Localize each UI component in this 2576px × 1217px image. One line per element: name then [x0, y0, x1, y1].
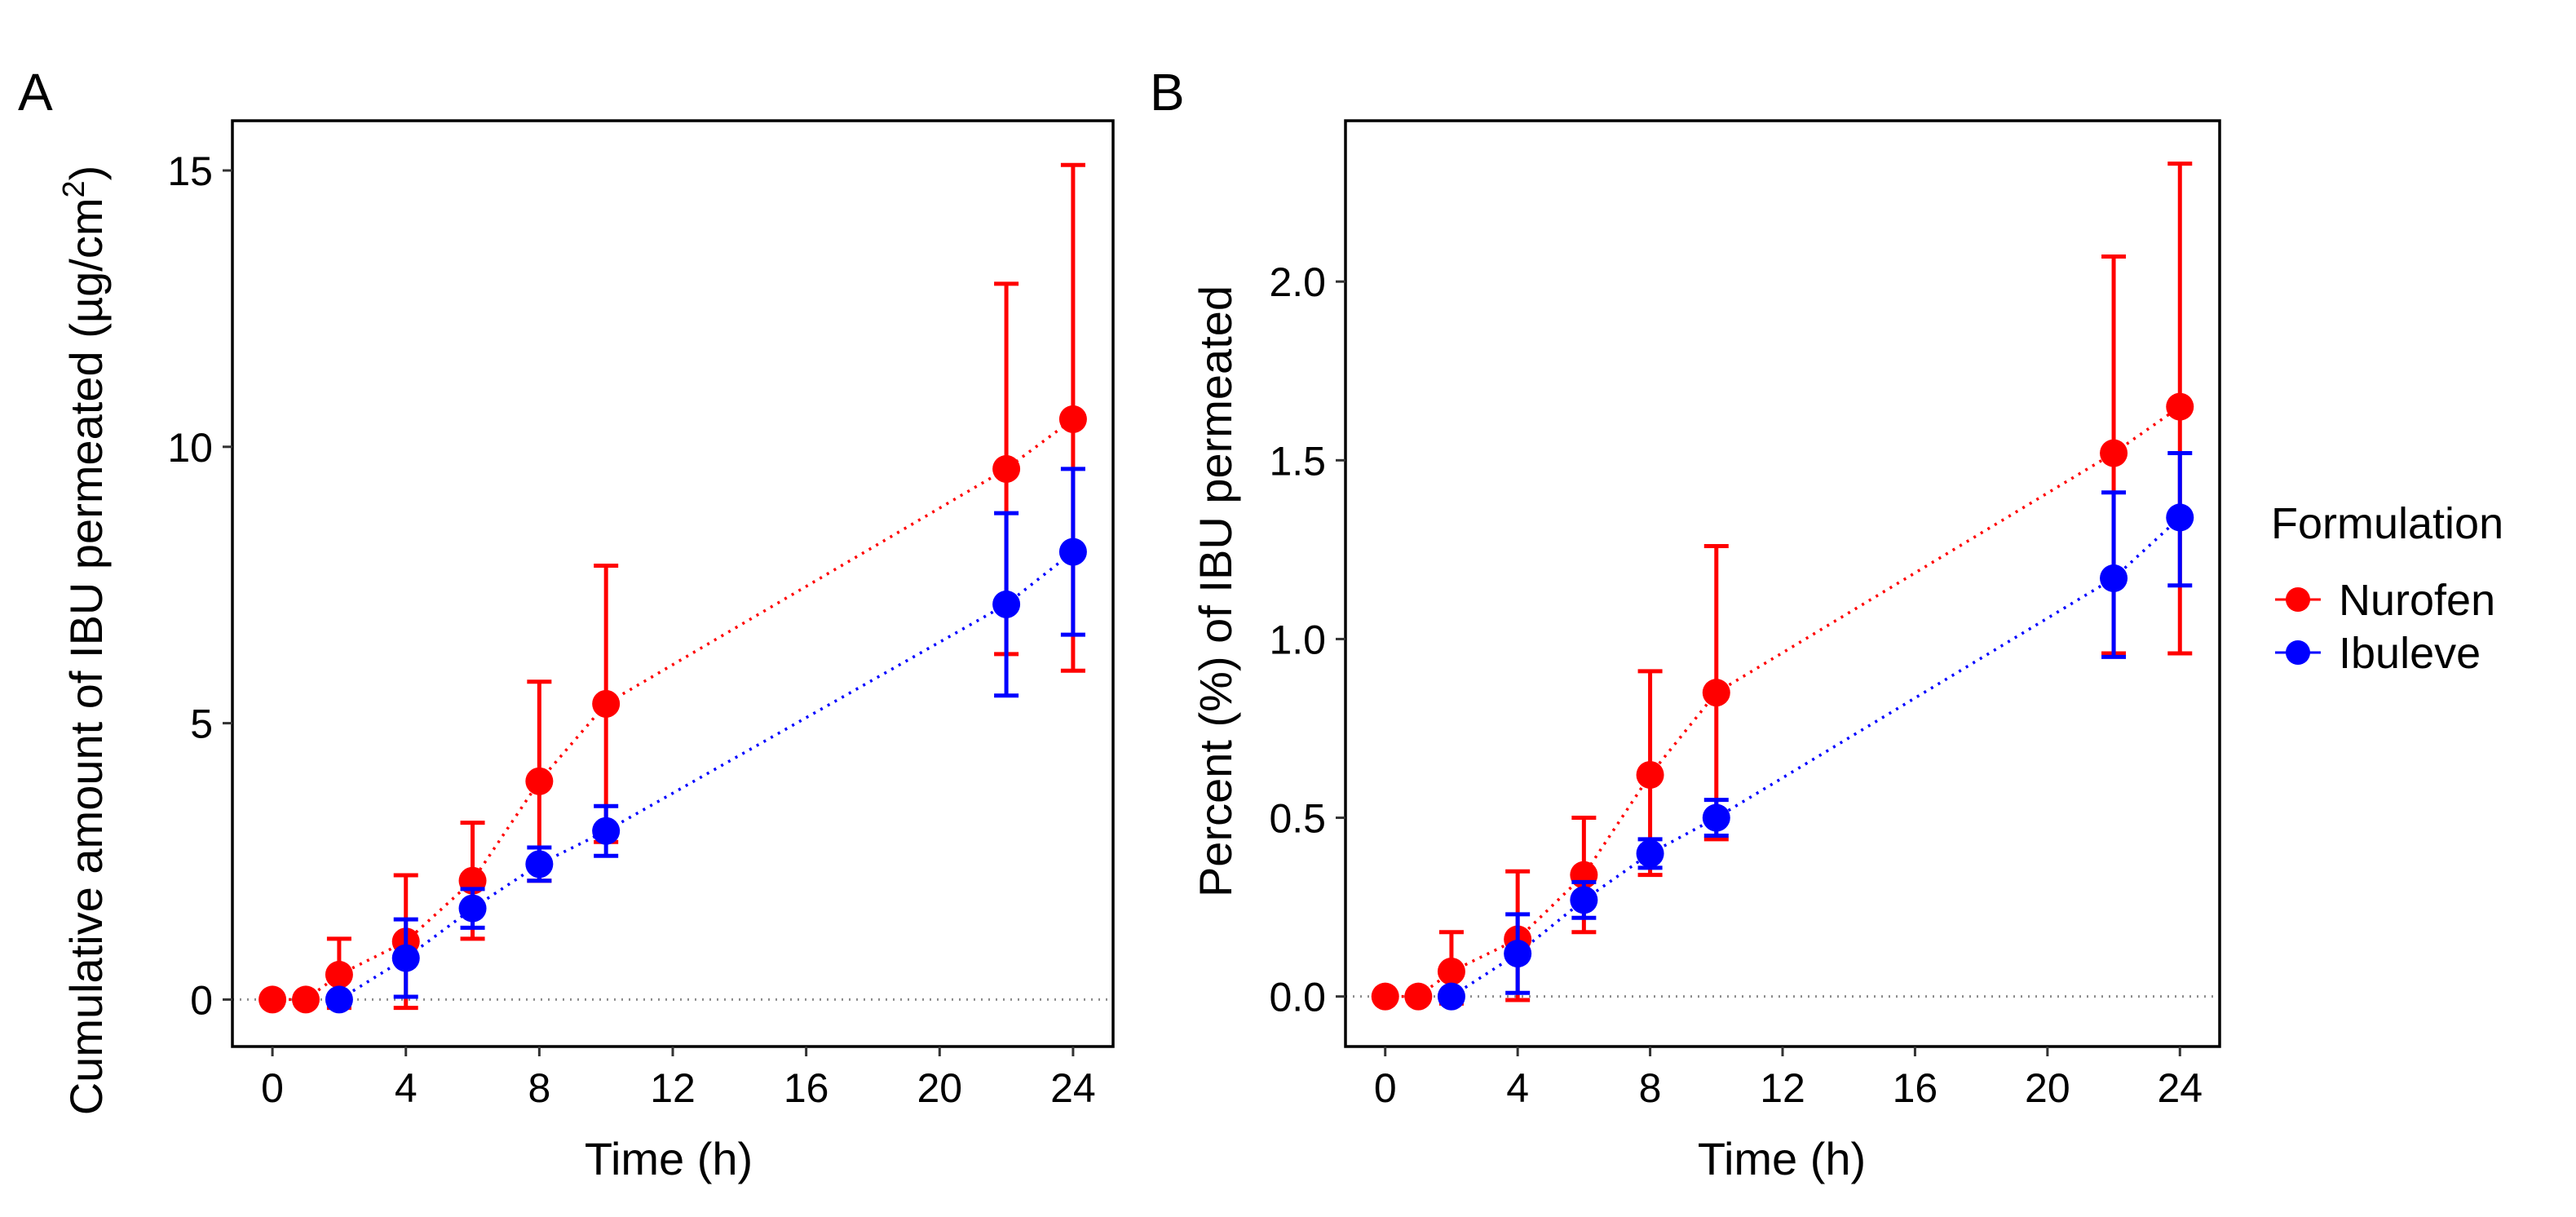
y-tick-label-b: 0.0 — [1269, 975, 1326, 1020]
data-point-ibuleve-a — [1058, 538, 1087, 566]
x-tick-label-b: 4 — [1506, 1065, 1529, 1111]
panel-b: B 0 4 8 12 16 20 24 0.0 0.5 1.0 1.5 2.0 Time (h) Pe… — [1150, 63, 2221, 1184]
x-tick-label-a: 8 — [528, 1065, 550, 1111]
data-point-ibuleve-b — [1636, 839, 1664, 868]
y-axis-label-a-close: ) — [60, 166, 112, 181]
y-axis-label-a-superscript: 2 — [57, 180, 91, 197]
series-line-nurofen-b — [1385, 405, 2181, 998]
data-point-ibuleve-b — [1437, 982, 1465, 1011]
data-point-ibuleve-a — [391, 944, 420, 972]
data-point-nurofen-b — [2100, 439, 2128, 467]
data-point-nurofen-b — [1371, 982, 1399, 1011]
data-point-nurofen-b — [2166, 392, 2194, 421]
data-point-nurofen-a — [325, 960, 353, 989]
legend-label-nurofen: Nurofen — [2339, 576, 2495, 625]
data-point-ibuleve-a — [592, 816, 621, 845]
x-tick-label-a: 12 — [650, 1065, 696, 1111]
x-tick-label-a: 20 — [917, 1065, 962, 1111]
data-point-nurofen-a — [1058, 405, 1087, 433]
y-tick-label-b: 2.0 — [1269, 259, 1326, 305]
plot-area-a: 0 4 8 12 16 20 24 0 5 10 15 — [167, 119, 1115, 1111]
x-tick-label-b: 24 — [2157, 1065, 2203, 1111]
x-tick-label-a: 4 — [395, 1065, 418, 1111]
y-tick-label-a: 15 — [167, 148, 213, 194]
panel-label-a: A — [18, 63, 53, 122]
y-tick-label-b: 0.5 — [1269, 796, 1326, 842]
data-point-ibuleve-b — [1570, 886, 1598, 914]
y-tick-label-a: 10 — [167, 425, 213, 471]
data-point-nurofen-a — [525, 767, 554, 795]
plot-area-b: 0 4 8 12 16 20 24 0.0 0.5 1.0 1.5 2.0 — [1269, 119, 2221, 1111]
x-axis-label-b: Time (h) — [1698, 1133, 1866, 1184]
y-tick-label-b: 1.5 — [1269, 438, 1326, 484]
y-tick-label-a: 5 — [190, 701, 213, 747]
data-point-nurofen-b — [1702, 679, 1730, 707]
data-point-nurofen-a — [592, 689, 621, 718]
y-tick-label-a: 0 — [190, 977, 213, 1023]
data-point-ibuleve-b — [1702, 803, 1730, 832]
y-axis-label-a: Cumulative amount of IBU permeated (µg/c… — [57, 166, 112, 1116]
panel-a: A 0 4 8 12 16 20 24 0 5 10 15 Time (h) Cumulative … — [18, 63, 1115, 1184]
x-tick-label-b: 20 — [2025, 1065, 2070, 1111]
legend: Formulation Nurofen Ibuleve — [2271, 499, 2503, 678]
data-point-nurofen-b — [1437, 957, 1465, 985]
data-point-nurofen-a — [292, 985, 320, 1014]
x-tick-label-b: 12 — [1760, 1065, 1805, 1111]
legend-key-marker-ibuleve — [2286, 640, 2310, 665]
data-point-nurofen-b — [1636, 760, 1664, 789]
x-tick-label-b: 16 — [1893, 1065, 1938, 1111]
panel-label-b: B — [1150, 63, 1185, 122]
x-axis-label-a: Time (h) — [585, 1133, 753, 1184]
y-axis-label-a-main: Cumulative amount of IBU permeated (µg/c… — [60, 198, 112, 1116]
legend-title: Formulation — [2271, 499, 2503, 548]
data-point-ibuleve-b — [1504, 940, 1532, 968]
data-point-ibuleve-b — [2100, 564, 2128, 592]
data-point-ibuleve-a — [525, 850, 554, 878]
data-point-ibuleve-b — [2166, 503, 2194, 532]
data-point-ibuleve-a — [325, 985, 353, 1014]
data-point-nurofen-b — [1404, 982, 1433, 1011]
x-tick-label-a: 16 — [784, 1065, 829, 1111]
x-tick-label-b: 8 — [1639, 1065, 1662, 1111]
data-point-nurofen-a — [258, 985, 287, 1014]
y-tick-label-b: 1.0 — [1269, 617, 1326, 662]
data-point-ibuleve-a — [992, 590, 1021, 618]
x-tick-label-a: 24 — [1050, 1065, 1096, 1111]
data-point-nurofen-a — [992, 454, 1021, 483]
x-tick-label-b: 0 — [1374, 1065, 1397, 1111]
legend-key-marker-nurofen — [2286, 587, 2310, 612]
y-axis-label-b: Percent (%) of IBU permeated — [1190, 285, 1241, 897]
x-tick-label-a: 0 — [261, 1065, 284, 1111]
data-point-ibuleve-a — [458, 894, 487, 923]
legend-label-ibuleve: Ibuleve — [2339, 629, 2481, 678]
